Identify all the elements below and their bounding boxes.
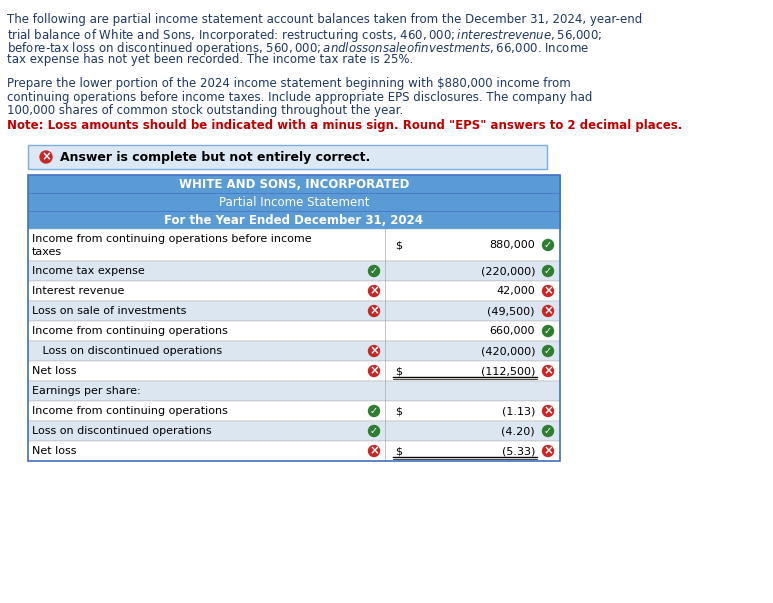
Text: Loss on sale of investments: Loss on sale of investments bbox=[32, 306, 186, 316]
Text: Net loss: Net loss bbox=[32, 366, 77, 376]
Text: ×: × bbox=[369, 444, 379, 458]
Text: ✓: ✓ bbox=[544, 346, 552, 356]
Text: Partial Income Statement: Partial Income Statement bbox=[219, 195, 369, 209]
Bar bbox=[28, 145, 547, 169]
Text: before-tax loss on discontinued operations, $560,000; and loss on sale of invest: before-tax loss on discontinued operatio… bbox=[7, 40, 589, 57]
Text: Income from continuing operations before income: Income from continuing operations before… bbox=[32, 234, 312, 244]
Text: Answer is complete but not entirely correct.: Answer is complete but not entirely corr… bbox=[60, 151, 370, 163]
Text: 880,000: 880,000 bbox=[489, 240, 535, 250]
Text: $: $ bbox=[395, 446, 402, 456]
Text: Income tax expense: Income tax expense bbox=[32, 266, 145, 276]
Text: (420,000): (420,000) bbox=[481, 346, 535, 356]
Text: Note: Loss amounts should be indicated with a minus sign. Round "EPS" answers to: Note: Loss amounts should be indicated w… bbox=[7, 119, 683, 133]
Text: ✓: ✓ bbox=[544, 326, 552, 336]
Text: For the Year Ended December 31, 2024: For the Year Ended December 31, 2024 bbox=[165, 213, 424, 227]
Circle shape bbox=[40, 151, 52, 163]
Text: continuing operations before income taxes. Include appropriate EPS disclosures. : continuing operations before income taxe… bbox=[7, 90, 592, 104]
Text: (220,000): (220,000) bbox=[481, 266, 535, 276]
Circle shape bbox=[543, 285, 553, 297]
Bar bbox=[28, 401, 560, 421]
Text: 100,000 shares of common stock outstanding throughout the year.: 100,000 shares of common stock outstandi… bbox=[7, 104, 404, 117]
Bar bbox=[28, 441, 560, 461]
Text: tax expense has not yet been recorded. The income tax rate is 25%.: tax expense has not yet been recorded. T… bbox=[7, 54, 414, 66]
Text: (5.33): (5.33) bbox=[502, 446, 535, 456]
Text: ×: × bbox=[543, 305, 553, 318]
Text: ×: × bbox=[41, 151, 51, 163]
Text: Loss on discontinued operations: Loss on discontinued operations bbox=[32, 426, 212, 436]
Text: Net loss: Net loss bbox=[32, 446, 77, 456]
Text: $: $ bbox=[395, 240, 402, 250]
Circle shape bbox=[543, 306, 553, 317]
Bar bbox=[28, 211, 560, 229]
Bar bbox=[28, 229, 560, 261]
Text: ✓: ✓ bbox=[544, 240, 552, 250]
Circle shape bbox=[543, 405, 553, 417]
Circle shape bbox=[369, 365, 380, 376]
Text: ×: × bbox=[543, 285, 553, 297]
Bar bbox=[28, 361, 560, 381]
Circle shape bbox=[369, 285, 380, 297]
Text: Income from continuing operations: Income from continuing operations bbox=[32, 326, 228, 336]
Bar bbox=[28, 321, 560, 341]
Bar bbox=[28, 341, 560, 361]
Text: ✓: ✓ bbox=[370, 266, 378, 276]
Text: 660,000: 660,000 bbox=[489, 326, 535, 336]
Circle shape bbox=[369, 446, 380, 456]
Circle shape bbox=[543, 265, 553, 277]
Text: 42,000: 42,000 bbox=[496, 286, 535, 296]
Text: ✓: ✓ bbox=[370, 426, 378, 436]
Text: ×: × bbox=[369, 305, 379, 318]
Circle shape bbox=[543, 446, 553, 456]
Text: Interest revenue: Interest revenue bbox=[32, 286, 124, 296]
Circle shape bbox=[543, 239, 553, 250]
Text: The following are partial income statement account balances taken from the Decem: The following are partial income stateme… bbox=[7, 13, 642, 26]
Text: ×: × bbox=[543, 405, 553, 417]
Bar bbox=[28, 193, 560, 211]
Bar bbox=[28, 175, 560, 193]
Bar bbox=[28, 261, 560, 281]
Text: Earnings per share:: Earnings per share: bbox=[32, 386, 141, 396]
Text: ×: × bbox=[369, 344, 379, 358]
Text: ✓: ✓ bbox=[544, 426, 552, 436]
Text: (4.20): (4.20) bbox=[502, 426, 535, 436]
Text: ×: × bbox=[369, 285, 379, 297]
Text: ✓: ✓ bbox=[370, 406, 378, 416]
Text: Income from continuing operations: Income from continuing operations bbox=[32, 406, 228, 416]
Bar bbox=[28, 381, 560, 401]
Bar bbox=[28, 301, 560, 321]
Text: taxes: taxes bbox=[32, 247, 62, 257]
Text: ✓: ✓ bbox=[544, 266, 552, 276]
Text: ×: × bbox=[543, 364, 553, 377]
Text: $: $ bbox=[395, 406, 402, 416]
Text: ×: × bbox=[369, 364, 379, 377]
Bar bbox=[28, 175, 560, 461]
Circle shape bbox=[369, 405, 380, 417]
Circle shape bbox=[543, 326, 553, 336]
Bar bbox=[28, 281, 560, 301]
Text: WHITE AND SONS, INCORPORATED: WHITE AND SONS, INCORPORATED bbox=[179, 177, 409, 191]
Circle shape bbox=[543, 426, 553, 437]
Circle shape bbox=[369, 346, 380, 356]
Text: (112,500): (112,500) bbox=[481, 366, 535, 376]
Text: ×: × bbox=[543, 444, 553, 458]
Text: (1.13): (1.13) bbox=[502, 406, 535, 416]
Circle shape bbox=[369, 426, 380, 437]
Bar bbox=[28, 421, 560, 441]
Text: Prepare the lower portion of the 2024 income statement beginning with $880,000 i: Prepare the lower portion of the 2024 in… bbox=[7, 77, 570, 90]
Circle shape bbox=[369, 265, 380, 277]
Text: (49,500): (49,500) bbox=[488, 306, 535, 316]
Text: Loss on discontinued operations: Loss on discontinued operations bbox=[32, 346, 222, 356]
Circle shape bbox=[543, 365, 553, 376]
Circle shape bbox=[543, 346, 553, 356]
Text: trial balance of White and Sons, Incorporated: restructuring costs, $460,000; in: trial balance of White and Sons, Incorpo… bbox=[7, 27, 602, 43]
Text: $: $ bbox=[395, 366, 402, 376]
Circle shape bbox=[369, 306, 380, 317]
